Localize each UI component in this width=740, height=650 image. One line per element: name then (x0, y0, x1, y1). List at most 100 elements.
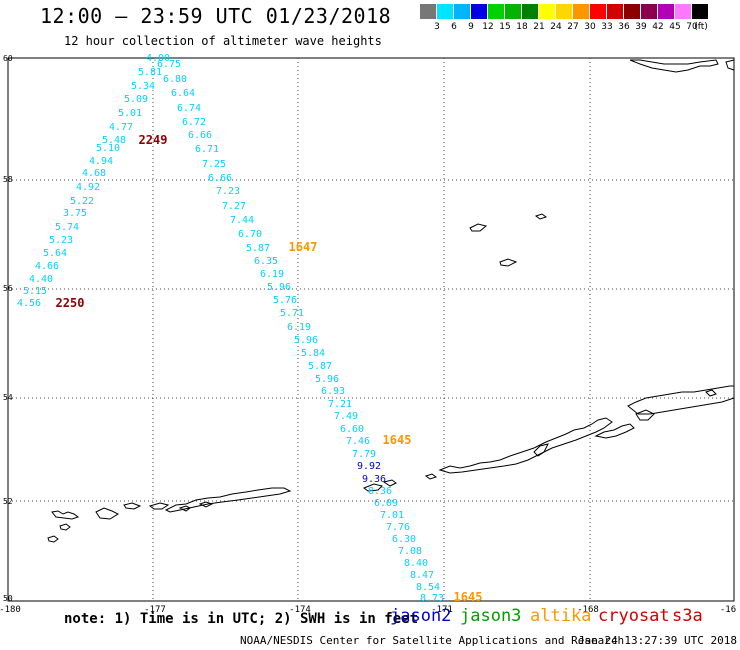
track-label: 6.75 (157, 59, 181, 70)
track-label: 6.30 (392, 534, 416, 545)
color-legend-swatch (641, 4, 658, 19)
track-label: 5.15 (23, 286, 47, 297)
color-legend-swatch (692, 4, 709, 19)
coastline (534, 213, 548, 220)
color-legend-label: 45 (669, 22, 681, 32)
color-legend-swatch (471, 4, 488, 19)
coastline (499, 258, 518, 267)
track-label: 6.19 (287, 322, 311, 333)
coastline (362, 483, 383, 492)
track-label: 7.44 (230, 215, 254, 226)
track-label: 4.68 (82, 168, 106, 179)
coastline (148, 502, 170, 510)
color-legend-label: 70 (686, 22, 698, 32)
satellite-s3a: s3a (672, 606, 703, 626)
track-label: 8.73 (420, 593, 444, 604)
track-label: 6.35 (254, 256, 278, 267)
color-legend (420, 4, 709, 19)
coastline (178, 505, 191, 512)
track-label: 7.79 (352, 449, 376, 460)
track-label: 6.66 (188, 130, 212, 141)
color-legend-swatch (675, 4, 692, 19)
track-label: 3.75 (63, 208, 87, 219)
color-legend-swatch (624, 4, 641, 19)
page-title: 12:00 – 23:59 UTC 01/23/2018 (40, 4, 392, 28)
lat-tick-label: 60 (3, 54, 13, 63)
lat-tick-label: 52 (3, 497, 13, 506)
lat-tick-label: 50 (3, 594, 13, 603)
color-legend-swatch (556, 4, 573, 19)
track-label: 7.76 (386, 522, 410, 533)
color-legend-swatch (437, 4, 454, 19)
color-legend-label: 9 (468, 22, 474, 32)
track-label: 8.36 (368, 486, 392, 497)
time-label: 1645 (454, 590, 483, 604)
color-legend-swatch (522, 4, 539, 19)
coastline (627, 385, 735, 415)
lon-tick-label: -171 (431, 605, 453, 615)
track-label: 8.54 (416, 582, 440, 593)
track-label: 7.21 (328, 399, 352, 410)
track-label: 5.09 (124, 94, 148, 105)
satellite-altika: altika (530, 606, 592, 626)
track-label: 6.80 (163, 74, 187, 85)
coastline (725, 59, 735, 71)
color-legend-swatch (607, 4, 624, 19)
track-label: 5.96 (294, 335, 318, 346)
satellite-cryosat: cryosat (598, 606, 670, 626)
lon-tick-label: -174 (289, 605, 311, 615)
track-label: 4.56 (17, 298, 41, 309)
lat-tick-label: 54 (3, 393, 13, 402)
track-label: 5.84 (301, 348, 325, 359)
color-legend-label: 33 (601, 22, 613, 32)
color-legend-swatch (590, 4, 607, 19)
track-label: 8.47 (410, 570, 434, 581)
coastline (469, 223, 488, 232)
track-label: 7.25 (202, 159, 226, 170)
coastline (705, 389, 717, 397)
lat-tick-label: 58 (3, 175, 13, 184)
color-legend-label: 42 (652, 22, 664, 32)
credit-text: NOAA/NESDIS Center for Satellite Applica… (240, 634, 625, 647)
satellite-jason3: jason3 (460, 606, 522, 626)
time-label: 1647 (289, 240, 318, 254)
track-label: 8.40 (404, 558, 428, 569)
track-label: 5.23 (49, 235, 73, 246)
track-label: 7.23 (216, 186, 240, 197)
coastline (635, 409, 655, 421)
color-legend-swatch (454, 4, 471, 19)
track-label: 6.64 (171, 88, 195, 99)
coastline (533, 443, 549, 457)
track-label: 5.22 (70, 196, 94, 207)
color-legend-swatch (539, 4, 556, 19)
satellite-jason2: jason2 (390, 606, 452, 626)
color-legend-label: 36 (618, 22, 630, 32)
coastline (594, 423, 635, 439)
time-label: 2250 (56, 296, 85, 310)
track-label: 5.48 (102, 135, 126, 146)
lon-tick-label: -180 (0, 605, 21, 615)
track-label: 5.01 (118, 108, 142, 119)
color-legend-label: (ft) (694, 22, 708, 32)
coastline (198, 501, 214, 508)
color-legend-swatch (488, 4, 505, 19)
track-label: 6.60 (340, 424, 364, 435)
track-label: 5.96 (315, 374, 339, 385)
color-legend-label: 30 (584, 22, 596, 32)
color-legend-labels: 3 6 9 12 15 18 21 24 27 30 33 36 39 42 45 70 (ft) (420, 22, 740, 34)
track-label: 7.08 (398, 546, 422, 557)
track-label: 6.19 (260, 269, 284, 280)
coastline (123, 502, 142, 510)
color-legend-label: 27 (567, 22, 579, 32)
color-legend-swatch (573, 4, 590, 19)
coastline (51, 510, 80, 520)
timestamp-text: Jan 24 13:27:39 UTC 2018 (578, 634, 737, 647)
track-label: 6.93 (321, 386, 345, 397)
coastline (47, 535, 59, 543)
track-label: 6.71 (195, 144, 219, 155)
track-label: 4.77 (109, 122, 133, 133)
coastline (629, 59, 719, 73)
color-legend-swatch (505, 4, 522, 19)
color-legend-label: 39 (635, 22, 647, 32)
